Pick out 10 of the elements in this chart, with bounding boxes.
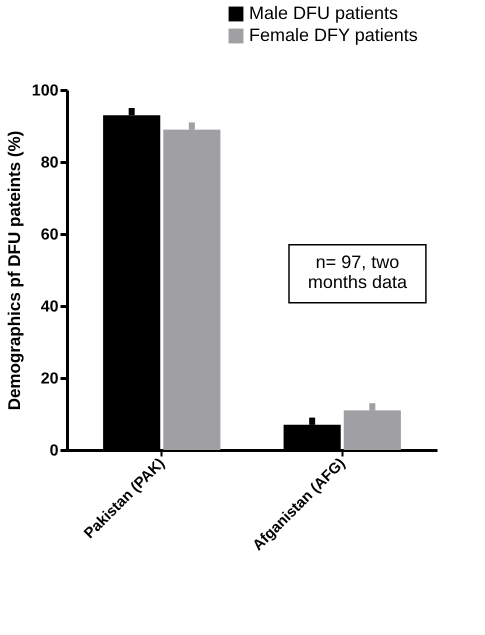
y-tick-label: 80 (40, 154, 59, 172)
annotation: n= 97, two months data (308, 252, 408, 292)
y-tick-label: 60 (40, 226, 59, 244)
legend-label: Male DFU patients (249, 3, 398, 23)
y-tick-label: 100 (32, 82, 59, 100)
y-tick-label: 20 (40, 370, 59, 388)
y-axis-title: Demographics pf DFU pateints (%) (4, 130, 24, 410)
legend-label: Female DFY patients (249, 25, 418, 45)
y-tick-label: 40 (40, 298, 59, 316)
y-tick-label: 0 (50, 442, 59, 460)
